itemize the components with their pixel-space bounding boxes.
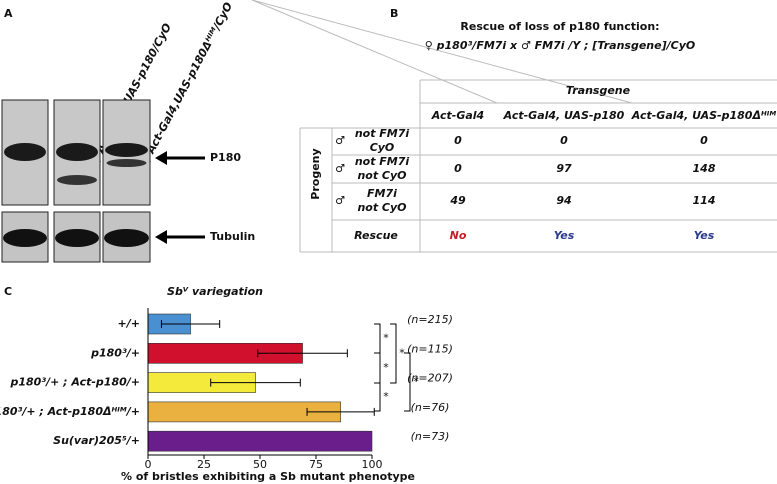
- sex-symbol: ♂: [335, 194, 345, 207]
- cell: 114: [693, 194, 716, 207]
- bracket: [390, 323, 397, 384]
- table-line: [251, 0, 498, 104]
- bracket: [374, 352, 381, 384]
- error-bar: [306, 407, 375, 416]
- bracket: [404, 352, 411, 412]
- cell: 0: [560, 134, 568, 147]
- panel-letter: A: [4, 7, 13, 20]
- cell: 97: [556, 162, 572, 175]
- band-label: P180: [210, 151, 241, 164]
- cell: 0: [454, 134, 462, 147]
- arrow-head: [155, 230, 167, 244]
- n-label: (n=76): [411, 401, 450, 414]
- significance: *: [383, 361, 389, 374]
- bracket: [374, 382, 381, 412]
- sex-symbol: ♂: [335, 134, 345, 147]
- significance: *: [383, 390, 389, 403]
- cell: No: [450, 229, 467, 242]
- error-bar: [210, 378, 301, 387]
- band: [4, 143, 46, 161]
- cell: 148: [693, 162, 716, 175]
- x-tick-label: 0: [145, 458, 152, 471]
- x-axis-label: % of bristles exhibiting a Sb mutant phe…: [121, 470, 415, 483]
- x-tick-label: 50: [253, 458, 267, 471]
- n-label: (n=115): [407, 342, 453, 355]
- x-tick-label: 25: [197, 458, 211, 471]
- band: [104, 229, 149, 247]
- cross: ♀ p180³/FM7i x ♂ FM7i /Y ; [Transgene]/C…: [425, 39, 695, 52]
- sex-symbol: ♂: [335, 162, 345, 175]
- row-group: Progeny: [309, 148, 322, 199]
- chart-title: Sbⱽ variegation: [167, 285, 263, 298]
- category-label: p180³/+ ; Act-p180/+: [9, 376, 140, 389]
- band-label: Tubulin: [210, 230, 255, 243]
- significance: *: [399, 347, 405, 360]
- arrow-head: [155, 151, 167, 165]
- n-label: (n=207): [407, 372, 453, 385]
- cell: Yes: [554, 229, 575, 242]
- n-label: (n=73): [411, 430, 450, 443]
- row-header: not CyO: [357, 201, 406, 214]
- row-header: not CyO: [357, 169, 406, 182]
- column-header: Act-Gal4, UAS-p180: [503, 109, 625, 122]
- x-tick-label: 100: [362, 458, 383, 471]
- column-group: Transgene: [566, 84, 631, 97]
- x-tick-label: 75: [309, 458, 323, 471]
- table-title: Rescue of loss of p180 function:: [460, 20, 659, 33]
- panel-letter: C: [4, 285, 12, 298]
- column-header: Act-Gal4, UAS-p180ᐃᴴᴵᴹ: [631, 109, 777, 122]
- band: [57, 175, 97, 185]
- category-label: p180³/+ ; Act-p180ᐃᴴᴵᴹ/+: [0, 405, 140, 418]
- category-label: p180³/+: [90, 346, 140, 359]
- category-label: +/+: [118, 317, 140, 330]
- category-label: Su(var)205⁵/+: [53, 434, 140, 447]
- error-bar: [257, 349, 348, 358]
- bracket: [374, 323, 381, 354]
- band: [106, 159, 147, 167]
- cell: 94: [556, 194, 571, 207]
- significance: *: [383, 332, 389, 345]
- error-bar: [160, 320, 221, 328]
- row-header: not FM7i: [355, 155, 410, 168]
- row-header: not FM7i: [355, 127, 410, 140]
- row-header: FM7i: [367, 187, 397, 200]
- band: [56, 143, 98, 161]
- cell: 0: [700, 134, 708, 147]
- cell: 49: [449, 194, 466, 207]
- significance: *: [413, 375, 419, 388]
- panel-letter: B: [390, 7, 398, 20]
- band: [55, 229, 99, 247]
- cell: Yes: [694, 229, 715, 242]
- bar: [147, 430, 373, 452]
- band: [3, 229, 47, 247]
- column-header: Act-Gal4: [431, 109, 484, 122]
- table-line: [251, 0, 633, 104]
- row-header: Rescue: [354, 229, 398, 242]
- row-header: CyO: [370, 141, 395, 154]
- cell: 0: [454, 162, 462, 175]
- band: [105, 143, 148, 157]
- n-label: (n=215): [407, 313, 453, 326]
